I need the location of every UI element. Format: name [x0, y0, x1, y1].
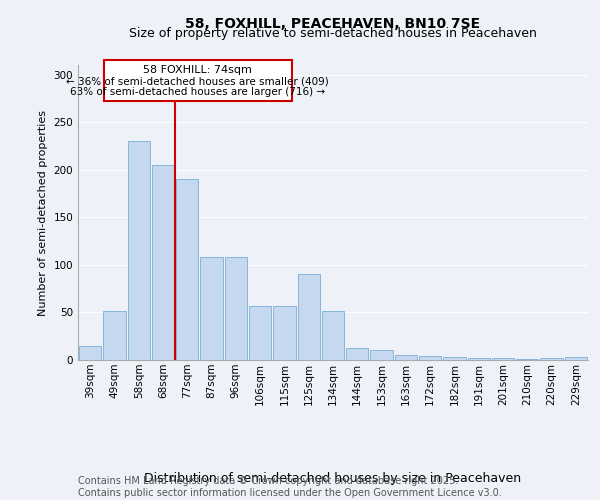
Text: Contains HM Land Registry data © Crown copyright and database right 2025.
Contai: Contains HM Land Registry data © Crown c…	[78, 476, 502, 498]
Text: ← 36% of semi-detached houses are smaller (409): ← 36% of semi-detached houses are smalle…	[66, 76, 329, 86]
Bar	[224, 257, 247, 360]
Bar	[516, 359, 538, 360]
Bar	[200, 257, 223, 360]
Bar	[346, 348, 368, 360]
Bar	[152, 165, 174, 360]
Bar	[176, 179, 199, 360]
Bar	[273, 306, 296, 360]
Bar	[541, 358, 563, 360]
Text: 58, FOXHILL, PEACEHAVEN, BN10 7SE: 58, FOXHILL, PEACEHAVEN, BN10 7SE	[185, 18, 481, 32]
Bar	[492, 358, 514, 360]
FancyBboxPatch shape	[104, 60, 292, 101]
Bar	[565, 357, 587, 360]
Bar	[79, 346, 101, 360]
Text: Size of property relative to semi-detached houses in Peacehaven: Size of property relative to semi-detach…	[129, 28, 537, 40]
Bar	[249, 306, 271, 360]
Text: Distribution of semi-detached houses by size in Peacehaven: Distribution of semi-detached houses by …	[145, 472, 521, 485]
Bar	[370, 350, 393, 360]
Text: 63% of semi-detached houses are larger (716) →: 63% of semi-detached houses are larger (…	[70, 87, 325, 97]
Bar	[103, 310, 125, 360]
Bar	[395, 355, 417, 360]
Bar	[467, 358, 490, 360]
Bar	[128, 141, 150, 360]
Text: 58 FOXHILL: 74sqm: 58 FOXHILL: 74sqm	[143, 65, 252, 75]
Y-axis label: Number of semi-detached properties: Number of semi-detached properties	[38, 110, 48, 316]
Bar	[298, 274, 320, 360]
Bar	[322, 310, 344, 360]
Bar	[419, 356, 442, 360]
Bar	[443, 357, 466, 360]
